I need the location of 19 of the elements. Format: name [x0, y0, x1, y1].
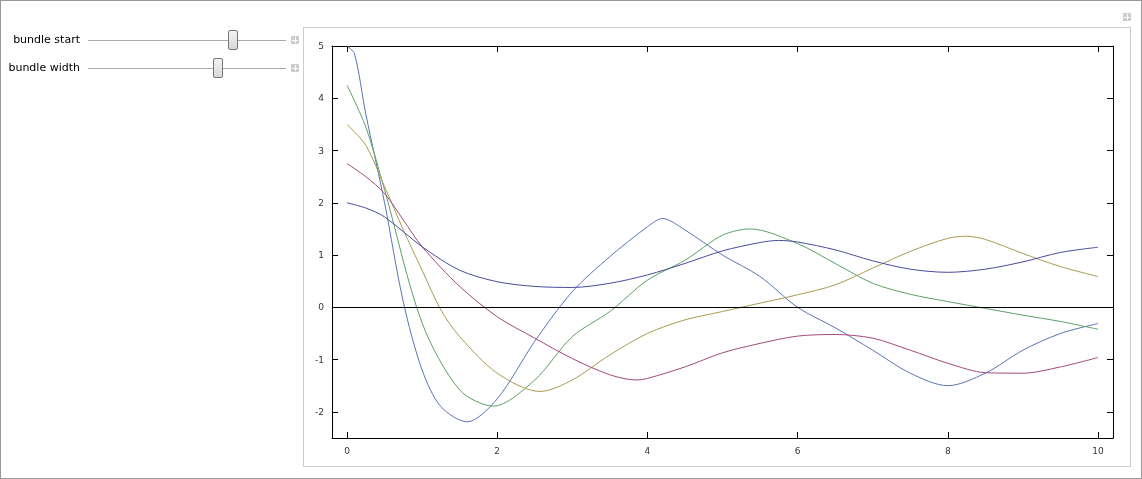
x-tick-label: 8 — [944, 445, 951, 456]
y-tick-label: 0 — [318, 302, 325, 313]
line-series — [346, 202, 1099, 288]
y-tick-label: 2 — [318, 197, 324, 208]
text: bundle start — [13, 33, 80, 46]
y-tick-label: -1 — [315, 354, 324, 365]
x-tick-label: 6 — [794, 445, 801, 456]
line-series — [346, 163, 1099, 381]
y-tick-label: 1 — [318, 250, 324, 261]
x-tick-label: 10 — [1092, 445, 1104, 456]
x-tick-label: 0 — [344, 445, 351, 456]
line-series — [346, 123, 1099, 392]
y-tick-label: 3 — [318, 145, 324, 156]
text: bundle width — [8, 61, 80, 74]
y-tick-label: -2 — [315, 406, 324, 417]
y-tick-label: 5 — [318, 41, 324, 51]
y-tick-label: 4 — [318, 93, 325, 104]
x-tick-label: 2 — [494, 445, 501, 456]
x-tick-label: 4 — [644, 445, 651, 456]
